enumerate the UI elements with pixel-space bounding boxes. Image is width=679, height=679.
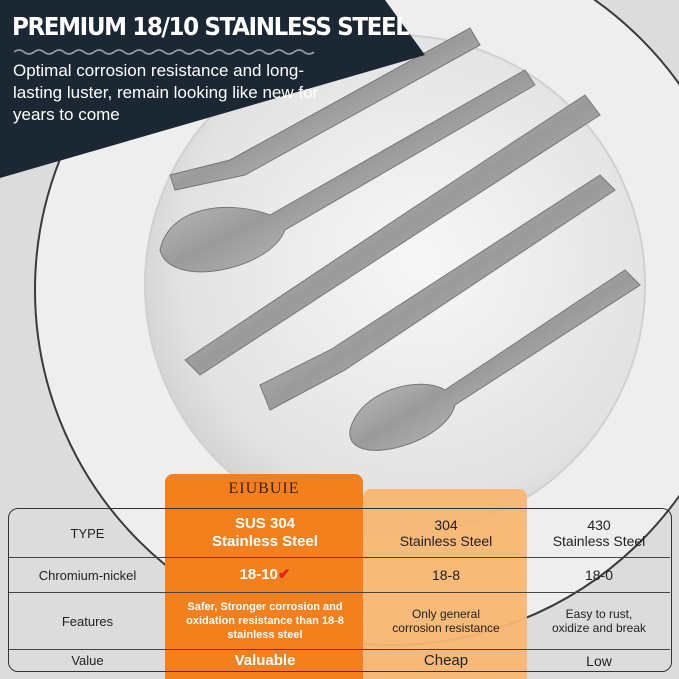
cell-304: Cheap <box>423 652 469 669</box>
cell-430: Easy to rust, oxidize and break <box>551 607 647 635</box>
row-label: TYPE <box>70 525 105 541</box>
brand-name: EIUBUIE <box>228 480 300 497</box>
comparison-table: TYPE SUS 304 Stainless Steel 304 Stainle… <box>8 508 672 672</box>
cell-430: 430 Stainless Steel <box>552 517 646 549</box>
headline: PREMIUM 18/10 STAINLESS STEEL <box>12 12 410 41</box>
cell-brand: Valuable <box>234 651 296 669</box>
304-column-highlight <box>363 489 527 679</box>
cell-304: Only general corrosion resistance <box>392 607 500 635</box>
row-label: Chromium-nickel <box>38 567 137 583</box>
cell-304: 18-8 <box>431 567 461 583</box>
cell-brand: 18-10 ✔ <box>166 558 364 592</box>
table-row-value: Value Valuable Cheap Low <box>9 650 670 671</box>
table-row-chromium-nickel: Chromium-nickel 18-10 ✔ 18-8 18-0 <box>9 558 670 593</box>
check-mark-icon: ✔ <box>277 566 291 583</box>
cell-brand: SUS 304 Stainless Steel <box>212 515 318 550</box>
cell-430: Low <box>586 652 612 669</box>
cell-brand-value: 18-10 <box>239 566 278 583</box>
table-row-features: Features Safer, Stronger corrosion and o… <box>9 593 670 650</box>
cutlery <box>159 27 641 451</box>
cell-304: 304 Stainless Steel <box>399 517 493 549</box>
row-label: Features <box>61 613 114 629</box>
cell-brand: Safer, Stronger corrosion and oxidation … <box>186 601 344 641</box>
subtitle: Optimal corrosion resistance and long-la… <box>13 61 319 124</box>
wave-divider <box>14 49 315 55</box>
table-row-type: TYPE SUS 304 Stainless Steel 304 Stainle… <box>9 509 670 558</box>
headline-panel <box>0 0 425 178</box>
row-label: Value <box>71 653 104 668</box>
cell-430: 18-0 <box>584 567 614 583</box>
